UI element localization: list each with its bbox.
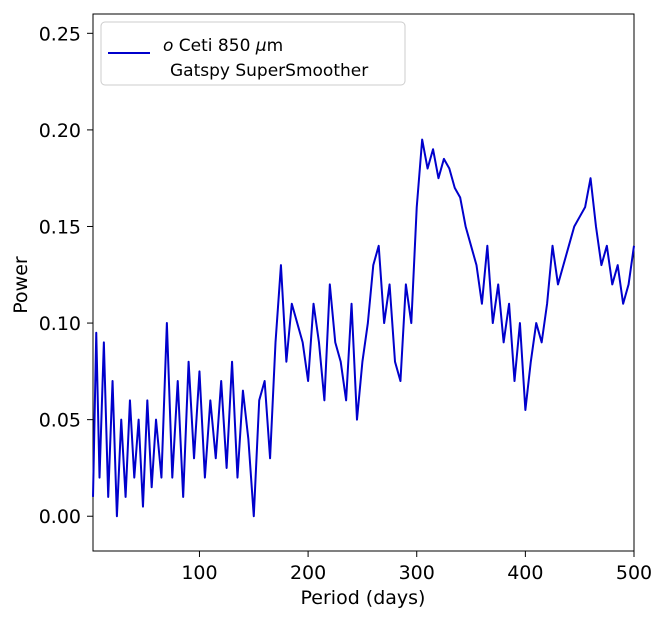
legend-label-unit: m: [267, 36, 284, 56]
x-tick-label: 200: [290, 562, 326, 584]
x-tick-label: 100: [181, 562, 217, 584]
y-axis-ticks: 0.00 0.05 0.10 0.15 0.20 0.25: [39, 23, 93, 528]
legend-box: [100, 21, 406, 86]
legend-label-rest: Ceti 850: [173, 36, 255, 56]
y-tick-label: 0.25: [39, 23, 81, 45]
y-tick-label: 0.20: [39, 120, 81, 142]
legend-label-mu: μ: [255, 36, 267, 56]
y-tick-label: 0.05: [39, 410, 81, 432]
y-tick-label: 0.15: [39, 216, 81, 238]
legend-label-italic: o: [163, 36, 173, 56]
legend: o Ceti 850 μm Gatspy SuperSmoother: [100, 21, 406, 86]
y-axis-label: Power: [10, 256, 32, 314]
x-tick-label: 500: [616, 562, 652, 584]
x-tick-label: 300: [399, 562, 435, 584]
series-layer: [92, 138, 635, 518]
x-tick-label: 400: [507, 562, 543, 584]
plot-area: [92, 13, 635, 552]
x-axis-ticks: 100 200 300 400 500: [181, 551, 652, 584]
x-axis-label: Period (days): [301, 587, 426, 609]
y-tick-label: 0.00: [39, 506, 81, 528]
series-line: [92, 138, 635, 518]
legend-label-line2: Gatspy SuperSmoother: [170, 61, 368, 81]
y-tick-label: 0.10: [39, 313, 81, 335]
legend-label-line1: o Ceti 850 μm: [163, 36, 283, 56]
